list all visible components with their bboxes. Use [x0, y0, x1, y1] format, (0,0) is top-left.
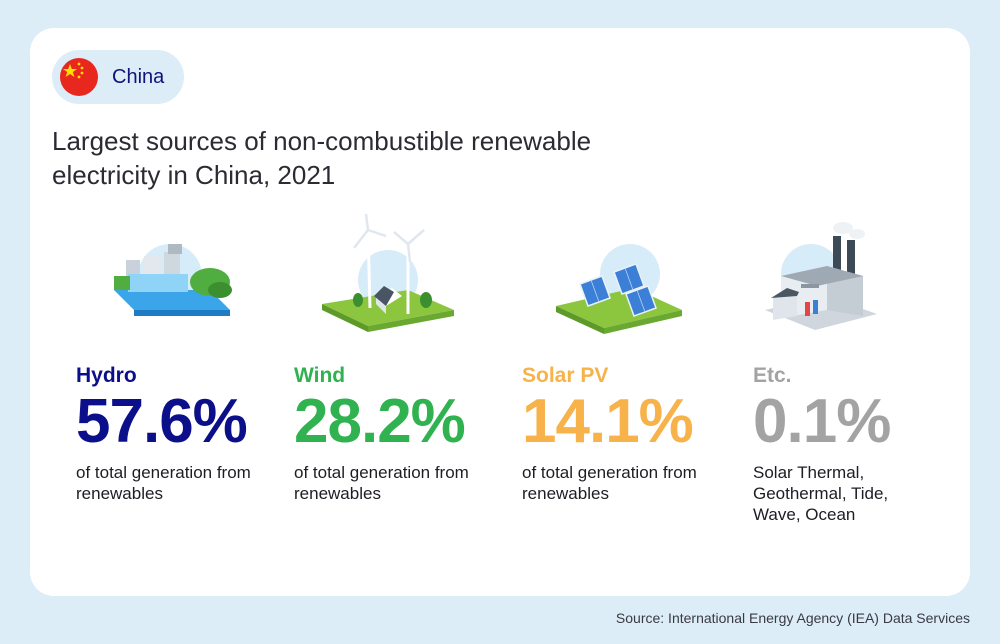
solar-pv-percentage: 14.1%	[522, 387, 694, 456]
hydro-percentage: 57.6%	[76, 387, 248, 456]
source-note: Source: International Energy Agency (IEA…	[615, 610, 970, 626]
hydro-description: of total generation from renewables	[76, 463, 251, 503]
china-flag-icon	[60, 58, 98, 96]
hydro-dam-icon	[114, 244, 232, 316]
country-badge: China	[52, 50, 184, 104]
country-label: China	[112, 65, 165, 88]
page-title: Largest sources of non-combustible renew…	[52, 124, 752, 192]
wind-description: of total generation from renewables	[294, 463, 469, 503]
factory-icon	[765, 222, 877, 330]
title-line-2: electricity in China, 2021	[52, 160, 336, 190]
infographic-card: China Largest sources of non-combustible…	[30, 28, 970, 596]
solar-panel-icon	[556, 244, 682, 334]
title-line-1: Largest sources of non-combustible renew…	[52, 126, 592, 156]
wind-turbine-icon	[322, 214, 454, 332]
etc-label: Etc.	[753, 364, 792, 387]
etc-description: Solar Thermal, Geothermal, Tide, Wave, O…	[753, 463, 889, 524]
hydro-label: Hydro	[76, 364, 137, 387]
solar-pv-description: of total generation from renewables	[522, 463, 697, 503]
wind-percentage: 28.2%	[294, 387, 466, 456]
solar-pv-label: Solar PV	[522, 364, 609, 387]
etc-percentage: 0.1%	[753, 387, 891, 456]
wind-label: Wind	[294, 364, 346, 387]
